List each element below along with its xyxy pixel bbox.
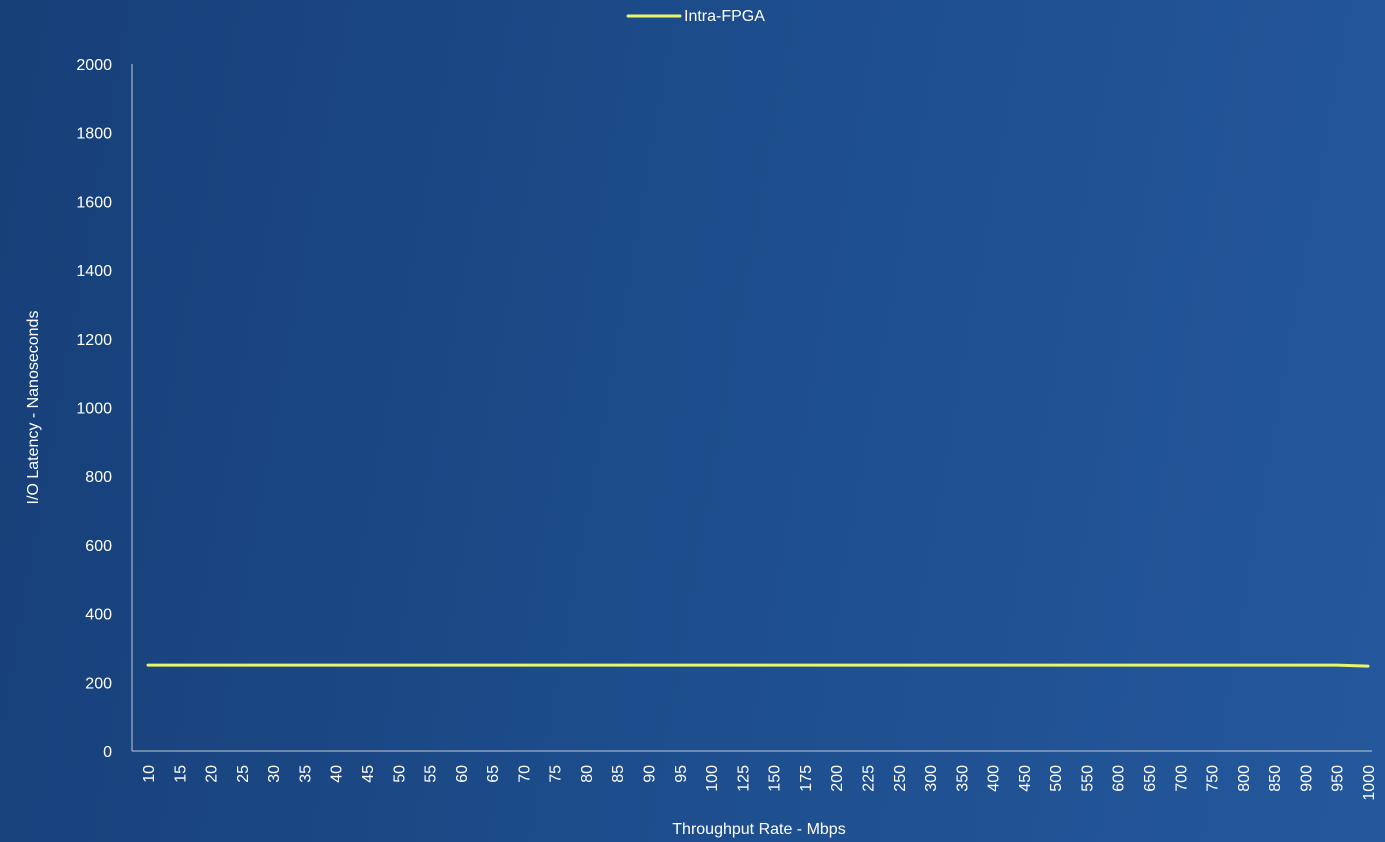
series-line	[146, 663, 1370, 668]
x-tick-label: 25	[235, 765, 252, 783]
x-tick-label: 70	[516, 765, 533, 783]
x-tick-label: 35	[297, 765, 314, 783]
y-tick-label: 1400	[76, 263, 112, 280]
x-tick-label: 20	[204, 765, 221, 783]
x-tick-label: 600	[1111, 765, 1128, 792]
x-tick-label: 550	[1079, 765, 1096, 792]
y-tick-label: 200	[85, 675, 112, 692]
x-tick-label: 125	[735, 765, 752, 792]
x-tick-label: 40	[329, 765, 346, 783]
y-tick-label: 400	[85, 607, 112, 624]
x-tick-label: 200	[829, 765, 846, 792]
x-tick-label: 700	[1173, 765, 1190, 792]
x-tick-label: 85	[610, 765, 627, 783]
y-tick-label: 1600	[76, 194, 112, 211]
x-tick-label: 45	[360, 765, 377, 783]
x-tick-label: 175	[798, 765, 815, 792]
legend: Intra-FPGA	[626, 8, 765, 25]
y-tick-label: 1200	[76, 332, 112, 349]
x-tick-label: 65	[485, 765, 502, 783]
y-axis-ticks: 0 200 400 600 800 1000 1200 1400 1600 1800 2000	[76, 57, 112, 761]
x-tick-label: 750	[1205, 765, 1222, 792]
x-tick-label: 60	[454, 765, 471, 783]
x-tick-label: 15	[172, 765, 189, 783]
series-layer	[146, 663, 1370, 668]
y-tick-label: 800	[85, 469, 112, 486]
y-tick-label: 600	[85, 538, 112, 555]
x-axis-title: Throughput Rate - Mbps	[672, 821, 845, 838]
x-tick-label: 650	[1142, 765, 1159, 792]
x-axis-ticks: 10 15 20 25 30 35 40 45 50 55 60 65 70 75 80 85 90 95 100 1…	[141, 765, 1378, 801]
y-tick-label: 0	[103, 744, 112, 761]
x-tick-label: 400	[986, 765, 1003, 792]
x-tick-label: 350	[954, 765, 971, 792]
x-tick-label: 500	[1048, 765, 1065, 792]
x-tick-label: 90	[642, 765, 659, 783]
x-tick-label: 75	[548, 765, 565, 783]
x-tick-label: 1000	[1361, 765, 1378, 801]
y-tick-label: 1800	[76, 126, 112, 143]
x-tick-label: 950	[1330, 765, 1347, 792]
x-tick-label: 55	[423, 765, 440, 783]
x-tick-label: 300	[923, 765, 940, 792]
x-tick-label: 80	[579, 765, 596, 783]
x-tick-label: 30	[266, 765, 283, 783]
x-tick-label: 150	[767, 765, 784, 792]
x-tick-label: 800	[1236, 765, 1253, 792]
x-tick-label: 850	[1267, 765, 1284, 792]
y-tick-label: 2000	[76, 57, 112, 74]
x-tick-label: 50	[391, 765, 408, 783]
x-tick-label: 250	[892, 765, 909, 792]
x-tick-label: 100	[704, 765, 721, 792]
x-tick-label: 900	[1298, 765, 1315, 792]
legend-label: Intra-FPGA	[684, 8, 765, 25]
y-tick-label: 1000	[76, 401, 112, 418]
x-tick-label: 95	[673, 765, 690, 783]
x-tick-label: 225	[860, 765, 877, 792]
x-tick-label: 10	[141, 765, 158, 783]
x-tick-label: 450	[1017, 765, 1034, 792]
y-axis-title: I/O Latency - Nanoseconds	[25, 311, 42, 505]
